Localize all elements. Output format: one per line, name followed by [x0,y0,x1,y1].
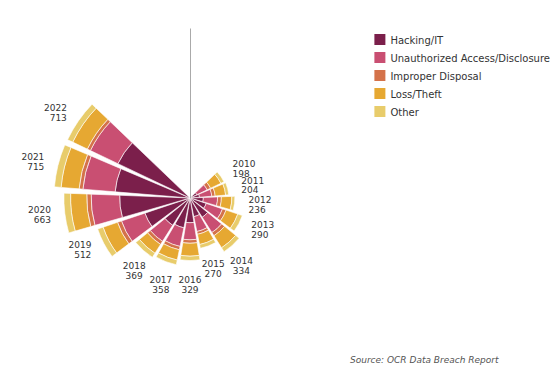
total-label: 663 [34,215,51,225]
total-label: 334 [233,266,250,276]
data-label: 2017358 [149,275,172,295]
total-label: 290 [251,230,268,240]
year-label: 2011 [241,176,264,186]
total-label: 369 [126,271,143,281]
data-label: 2012236 [248,195,271,215]
legend-swatch [374,70,385,81]
total-label: 715 [27,162,44,172]
bar-segment [223,183,229,195]
radial-axis [190,29,191,199]
total-label: 204 [241,185,258,195]
year-label: 2015 [202,259,225,269]
bar-segment [181,243,199,257]
bar-segment [183,239,197,243]
bar-segment [220,196,232,209]
data-label: 2019512 [68,240,91,260]
data-label: 2018369 [123,261,146,281]
year-label: 2010 [233,159,256,169]
legend-swatch [374,34,385,45]
year-label: 2018 [123,261,146,271]
bar-segment [180,255,200,260]
year-label: 2014 [230,256,253,266]
total-label: 713 [50,113,67,123]
bar-segment [230,196,235,210]
bar-segment [203,197,218,206]
legend-swatch [374,88,385,99]
year-label: 2019 [68,240,91,250]
year-label: 2021 [21,152,44,162]
year-label: 2017 [149,275,172,285]
bar-segment [91,194,122,225]
bar-segment [156,253,177,265]
legend-label: Other [390,107,419,118]
bar-segment [136,239,155,257]
bar-segment [183,222,196,239]
total-label: 358 [152,285,169,295]
legend-item: Unauthorized Access/Disclosure [374,52,550,64]
data-label: 2011204 [241,176,264,196]
legend-item: Hacking/IT [374,34,444,46]
legend-label: Improper Disposal [390,71,481,82]
data-label: 2022713 [44,103,67,123]
legend-item: Improper Disposal [374,70,481,82]
year-label: 2016 [179,275,202,285]
data-labels: 2010198201120420122362013290201433420152… [21,103,274,295]
bar-segment [215,172,224,183]
legend-item: Other [374,106,419,118]
total-label: 236 [248,205,265,215]
year-label: 2013 [251,220,274,230]
data-label: 2021715 [21,152,44,172]
data-label: 2013290 [251,220,274,240]
legend: Hacking/IT Unauthorized Access/Disclosure… [374,34,550,118]
data-label: 2015270 [202,259,225,279]
data-label: 2016329 [179,275,202,295]
source-note: Source: OCR Data Breach Report [350,355,499,365]
legend-label: Hacking/IT [390,35,444,46]
bar-segment [200,239,216,248]
legend-label: Unauthorized Access/Disclosure [390,53,550,64]
series [54,104,242,264]
bar-segment [230,214,242,231]
bar-segment [64,193,75,233]
total-label: 270 [205,269,222,279]
legend-label: Loss/Theft [390,89,441,100]
axis-line [190,29,191,199]
series [115,143,208,228]
bar-segment [68,104,97,142]
year-label: 2012 [248,195,271,205]
year-label: 2022 [44,103,67,113]
bar-segment [199,189,212,197]
bar-segment [120,195,190,217]
chart-svg: 2010198201120420122362013290201433420152… [0,0,558,387]
total-label: 329 [181,285,198,295]
legend-swatch [374,52,385,63]
year-label: 2020 [28,205,51,215]
data-label: 2020663 [28,205,51,225]
bar-segment [118,143,190,198]
data-label: 2014334 [230,256,253,276]
legend-item: Loss/Theft [374,88,441,100]
bar-segment [222,235,240,251]
chart-container: 2010198201120420122362013290201433420152… [0,0,558,387]
bar-segment [54,145,70,187]
bars [54,104,242,264]
series [61,108,238,260]
legend-swatch [374,106,385,117]
bar-segment [98,227,117,256]
total-label: 512 [74,250,91,260]
